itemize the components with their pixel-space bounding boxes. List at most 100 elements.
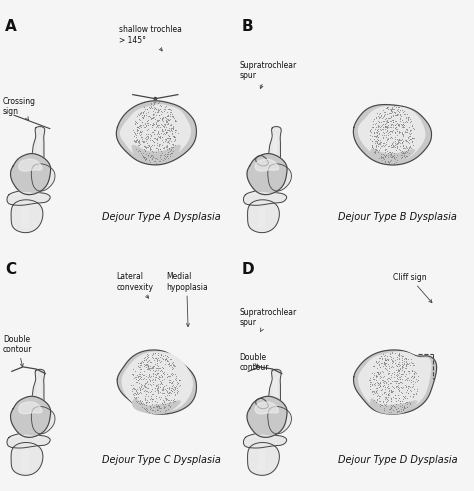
Point xyxy=(381,388,389,396)
Point xyxy=(158,355,165,362)
Point xyxy=(142,155,150,163)
Point xyxy=(366,385,374,393)
Point xyxy=(139,109,146,116)
Point xyxy=(381,125,388,133)
Point xyxy=(379,354,386,362)
Point xyxy=(161,356,168,364)
Point xyxy=(154,382,162,390)
Point xyxy=(135,363,143,371)
Point xyxy=(167,145,175,153)
Point xyxy=(399,120,407,128)
Point xyxy=(382,393,390,401)
Point xyxy=(370,387,378,395)
Point xyxy=(166,115,173,123)
Point xyxy=(155,356,163,364)
Point xyxy=(394,139,401,147)
Point xyxy=(394,136,401,144)
Point xyxy=(386,152,394,160)
Point xyxy=(148,372,155,380)
Point xyxy=(168,110,176,118)
Point xyxy=(161,122,168,130)
Point xyxy=(165,360,173,368)
Point xyxy=(396,136,403,144)
Point xyxy=(148,409,156,417)
Point xyxy=(142,134,149,142)
Point xyxy=(143,358,150,366)
Point xyxy=(389,388,396,396)
Point xyxy=(381,385,389,393)
Point xyxy=(370,369,378,377)
Point xyxy=(140,137,147,145)
Point xyxy=(388,123,395,131)
Point xyxy=(390,403,398,410)
Point xyxy=(387,409,394,416)
Point xyxy=(140,404,147,412)
Point xyxy=(166,110,173,118)
Point xyxy=(142,363,150,371)
Point xyxy=(132,118,139,126)
Point xyxy=(150,130,157,137)
Point xyxy=(381,364,388,372)
Point xyxy=(133,371,140,379)
Point xyxy=(386,352,394,360)
Point xyxy=(154,385,161,393)
Point xyxy=(373,398,380,406)
Point xyxy=(166,126,173,134)
Point xyxy=(170,383,178,391)
Point xyxy=(159,156,167,164)
Point xyxy=(147,103,155,110)
Point xyxy=(394,103,401,111)
Point xyxy=(140,382,148,390)
Point xyxy=(366,127,374,135)
Point xyxy=(162,124,170,132)
Point xyxy=(372,149,379,157)
Point xyxy=(164,127,172,135)
Point xyxy=(154,386,162,394)
Point xyxy=(148,395,156,403)
Point xyxy=(144,119,151,127)
Point xyxy=(158,116,165,124)
Point xyxy=(175,376,183,383)
Point xyxy=(159,122,167,130)
Point xyxy=(167,149,174,157)
Point xyxy=(369,362,377,370)
Point xyxy=(379,133,386,141)
Point xyxy=(387,150,394,158)
Point xyxy=(158,367,166,375)
Point xyxy=(156,404,164,412)
Point xyxy=(155,380,162,388)
Point xyxy=(138,137,146,145)
Point xyxy=(392,371,400,379)
Point xyxy=(394,404,402,411)
Point xyxy=(141,383,149,391)
Point xyxy=(401,372,409,380)
Point xyxy=(168,130,176,138)
Point xyxy=(374,136,382,144)
Point xyxy=(143,383,151,391)
Point xyxy=(392,121,399,129)
Point xyxy=(386,130,393,138)
Point xyxy=(145,143,152,151)
Point xyxy=(405,146,412,154)
Point xyxy=(150,98,157,106)
Point xyxy=(401,359,408,367)
Point xyxy=(152,381,160,389)
Point xyxy=(149,109,156,117)
Point xyxy=(144,132,151,140)
Point xyxy=(155,106,163,114)
Point xyxy=(393,374,401,382)
Point xyxy=(373,114,380,122)
Point xyxy=(135,136,143,144)
Point xyxy=(374,123,382,131)
Point xyxy=(142,150,150,158)
Point xyxy=(137,122,144,130)
Point xyxy=(380,131,388,138)
Point xyxy=(376,397,384,405)
Point xyxy=(400,393,408,401)
Point xyxy=(388,362,396,370)
Point xyxy=(370,381,378,388)
Polygon shape xyxy=(29,369,45,410)
Point xyxy=(151,376,159,383)
Point xyxy=(168,149,176,157)
Point xyxy=(377,373,384,381)
